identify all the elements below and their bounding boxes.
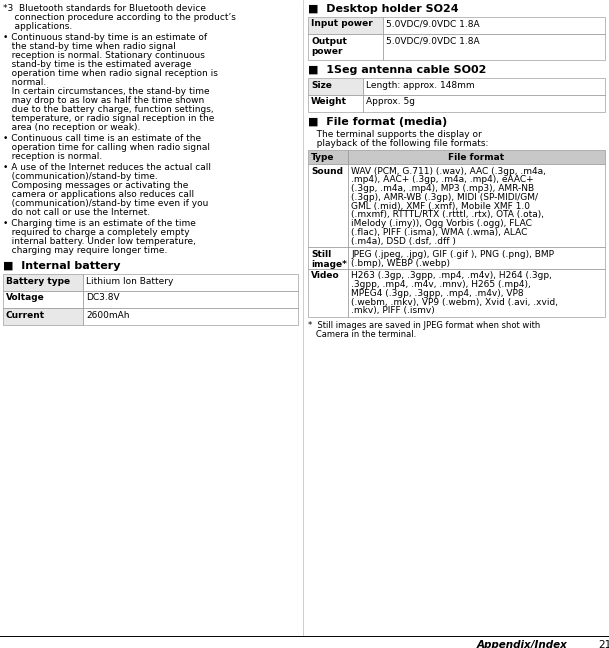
Text: Size: Size: [311, 80, 332, 89]
Bar: [3, 308, 83, 325]
Text: ■  1Seg antenna cable SO02: ■ 1Seg antenna cable SO02: [308, 65, 487, 75]
Text: internal battery. Under low temperature,: internal battery. Under low temperature,: [3, 237, 196, 246]
Bar: [348, 150, 605, 164]
Text: iMelody (.imy)), Ogg Vorbis (.ogg), FLAC: iMelody (.imy)), Ogg Vorbis (.ogg), FLAC: [351, 219, 532, 228]
Text: normal.: normal.: [3, 78, 46, 87]
Text: 5.0VDC/9.0VDC 1.8A: 5.0VDC/9.0VDC 1.8A: [386, 19, 480, 29]
Bar: [308, 78, 363, 95]
Text: Battery type: Battery type: [6, 277, 70, 286]
Text: (.m4a), DSD (.dsf, .dff ): (.m4a), DSD (.dsf, .dff ): [351, 237, 456, 246]
Text: area (no reception or weak).: area (no reception or weak).: [3, 123, 141, 132]
Bar: [83, 308, 298, 325]
Text: stand-by time is the estimated average: stand-by time is the estimated average: [3, 60, 191, 69]
Text: operation time for calling when radio signal: operation time for calling when radio si…: [3, 143, 210, 152]
Text: (.webm, .mkv), VP9 (.webm), Xvid (.avi, .xvid,: (.webm, .mkv), VP9 (.webm), Xvid (.avi, …: [351, 297, 558, 307]
Text: (communication)/stand-by time even if you: (communication)/stand-by time even if yo…: [3, 199, 208, 208]
Text: temperature, or radio signal reception in the: temperature, or radio signal reception i…: [3, 114, 214, 123]
Text: Type: Type: [311, 152, 334, 161]
Text: JPEG (.jpeg, .jpg), GIF (.gif ), PNG (.png), BMP: JPEG (.jpeg, .jpg), GIF (.gif ), PNG (.p…: [351, 249, 554, 259]
Text: • Charging time is an estimate of the time: • Charging time is an estimate of the ti…: [3, 219, 196, 228]
Text: Lithium Ion Battery: Lithium Ion Battery: [86, 277, 174, 286]
Text: 5.0VDC/9.0VDC 1.8A: 5.0VDC/9.0VDC 1.8A: [386, 36, 480, 45]
Bar: [348, 269, 605, 317]
Text: due to the battery charge, function settings,: due to the battery charge, function sett…: [3, 105, 214, 114]
Text: (.bmp), WEBP (.webp): (.bmp), WEBP (.webp): [351, 259, 450, 268]
Text: .mp4), AAC+ (.3gp, .m4a, .mp4), eAAC+: .mp4), AAC+ (.3gp, .m4a, .mp4), eAAC+: [351, 176, 533, 184]
Text: DC3.8V: DC3.8V: [86, 294, 119, 303]
Text: (.mxmf), RTTTL/RTX (.rtttl, .rtx), OTA (.ota),: (.mxmf), RTTTL/RTX (.rtttl, .rtx), OTA (…: [351, 211, 544, 220]
Text: .mkv), PIFF (.ismv): .mkv), PIFF (.ismv): [351, 307, 435, 316]
Text: connection procedure according to the product’s: connection procedure according to the pr…: [3, 13, 236, 22]
Bar: [308, 95, 363, 112]
Bar: [83, 274, 298, 291]
Bar: [308, 164, 348, 247]
Text: charging may require longer time.: charging may require longer time.: [3, 246, 167, 255]
Text: may drop to as low as half the time shown: may drop to as low as half the time show…: [3, 96, 204, 105]
Text: Composing messages or activating the: Composing messages or activating the: [3, 181, 188, 190]
Text: Video: Video: [311, 272, 340, 281]
Text: ■  File format (media): ■ File format (media): [308, 117, 447, 127]
Text: (.3gp), AMR-WB (.3gp), MIDI (SP-MIDI/GM/: (.3gp), AMR-WB (.3gp), MIDI (SP-MIDI/GM/: [351, 193, 538, 202]
Text: required to charge a completely empty: required to charge a completely empty: [3, 228, 189, 237]
Bar: [83, 291, 298, 308]
Bar: [348, 247, 605, 269]
Text: (.flac), PIFF (.isma), WMA (.wma), ALAC: (.flac), PIFF (.isma), WMA (.wma), ALAC: [351, 228, 527, 237]
Text: Voltage: Voltage: [6, 294, 44, 303]
Bar: [308, 247, 348, 269]
Text: 2600mAh: 2600mAh: [86, 310, 130, 319]
Bar: [383, 34, 605, 60]
Text: H263 (.3gp, .3gpp, .mp4, .m4v), H264 (.3gp,: H263 (.3gp, .3gpp, .mp4, .m4v), H264 (.3…: [351, 272, 552, 281]
Text: Appendix/Index: Appendix/Index: [477, 640, 568, 648]
Text: *3  Bluetooth standards for Bluetooth device: *3 Bluetooth standards for Bluetooth dev…: [3, 4, 206, 13]
Text: Still
image*: Still image*: [311, 249, 347, 269]
Text: (communication)/stand-by time.: (communication)/stand-by time.: [3, 172, 158, 181]
Text: ■  Desktop holder SO24: ■ Desktop holder SO24: [308, 4, 459, 14]
Text: operation time when radio signal reception is: operation time when radio signal recepti…: [3, 69, 218, 78]
Text: MPEG4 (.3gp, .3gpp, .mp4, .m4v), VP8: MPEG4 (.3gp, .3gpp, .mp4, .m4v), VP8: [351, 289, 524, 298]
Text: WAV (PCM, G.711) (.wav), AAC (.3gp, .m4a,: WAV (PCM, G.711) (.wav), AAC (.3gp, .m4a…: [351, 167, 546, 176]
Bar: [3, 291, 83, 308]
Text: camera or applications also reduces call: camera or applications also reduces call: [3, 190, 194, 199]
Text: reception is normal. Stationary continuous: reception is normal. Stationary continuo…: [3, 51, 205, 60]
Bar: [348, 164, 605, 247]
Bar: [308, 17, 383, 34]
Text: Output
power: Output power: [311, 36, 347, 56]
Text: File format: File format: [448, 152, 505, 161]
Bar: [383, 17, 605, 34]
Bar: [363, 95, 605, 112]
Text: • Continuous call time is an estimate of the: • Continuous call time is an estimate of…: [3, 134, 201, 143]
Text: Approx. 5g: Approx. 5g: [366, 97, 415, 106]
Text: Current: Current: [6, 310, 45, 319]
Bar: [308, 150, 348, 164]
Text: Sound: Sound: [311, 167, 343, 176]
Text: Camera in the terminal.: Camera in the terminal.: [308, 330, 416, 339]
Text: Weight: Weight: [311, 97, 347, 106]
Text: 215: 215: [598, 640, 609, 648]
Text: the stand-by time when radio signal: the stand-by time when radio signal: [3, 42, 176, 51]
Text: • A use of the Internet reduces the actual call: • A use of the Internet reduces the actu…: [3, 163, 211, 172]
Text: reception is normal.: reception is normal.: [3, 152, 102, 161]
Text: In certain circumstances, the stand-by time: In certain circumstances, the stand-by t…: [3, 87, 209, 96]
Bar: [3, 274, 83, 291]
Text: Length: approx. 148mm: Length: approx. 148mm: [366, 80, 474, 89]
Text: • Continuous stand-by time is an estimate of: • Continuous stand-by time is an estimat…: [3, 33, 207, 42]
Text: .3gpp, .mp4, .m4v, .mnv), H265 (.mp4),: .3gpp, .mp4, .m4v, .mnv), H265 (.mp4),: [351, 280, 531, 289]
Text: ■  Internal battery: ■ Internal battery: [3, 261, 121, 271]
Text: playback of the following file formats:: playback of the following file formats:: [308, 139, 488, 148]
Text: The terminal supports the display or: The terminal supports the display or: [308, 130, 482, 139]
Text: Input power: Input power: [311, 19, 373, 29]
Text: *  Still images are saved in JPEG format when shot with: * Still images are saved in JPEG format …: [308, 321, 540, 330]
Bar: [308, 269, 348, 317]
Text: GML (.mid), XMF (.xmf), Mobile XMF 1.0: GML (.mid), XMF (.xmf), Mobile XMF 1.0: [351, 202, 530, 211]
Text: applications.: applications.: [3, 22, 72, 31]
Bar: [363, 78, 605, 95]
Text: (.3gp, .m4a, .mp4), MP3 (.mp3), AMR-NB: (.3gp, .m4a, .mp4), MP3 (.mp3), AMR-NB: [351, 184, 534, 193]
Text: do not call or use the Internet.: do not call or use the Internet.: [3, 208, 150, 217]
Bar: [308, 34, 383, 60]
